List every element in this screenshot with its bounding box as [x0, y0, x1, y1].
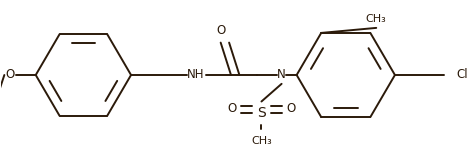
Text: N: N [277, 69, 286, 81]
Text: O: O [216, 24, 225, 37]
Text: Cl: Cl [456, 69, 468, 81]
Text: NH: NH [187, 69, 204, 81]
Text: CH₃: CH₃ [366, 14, 387, 24]
Text: S: S [257, 106, 266, 120]
Text: O: O [5, 69, 15, 81]
Text: O: O [287, 102, 295, 115]
Text: O: O [228, 102, 236, 115]
Text: CH₃: CH₃ [251, 136, 272, 146]
